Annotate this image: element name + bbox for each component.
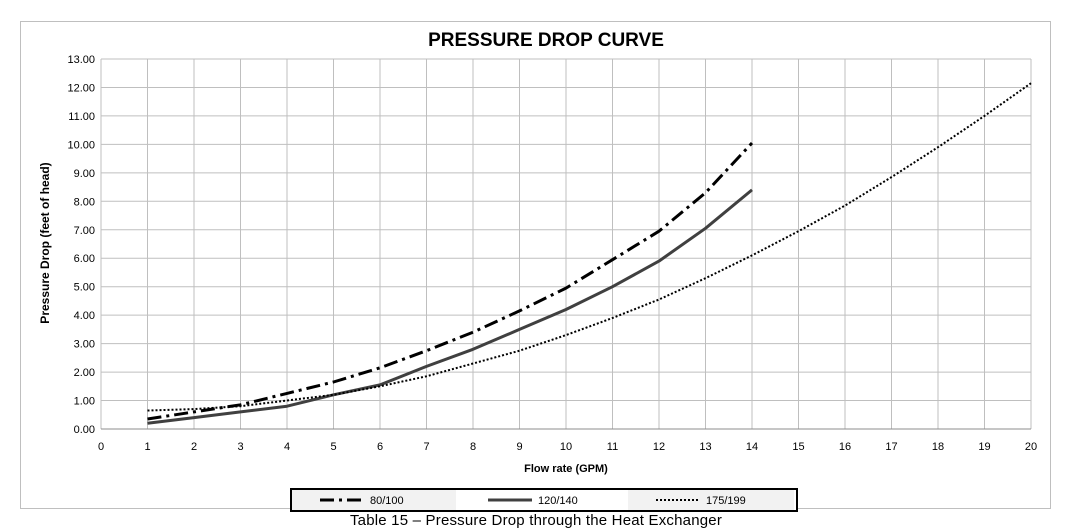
y-tick-label: 5.00 [74, 282, 95, 294]
y-tick-label: 6.00 [74, 253, 95, 265]
x-tick-label: 12 [653, 441, 665, 453]
series-line-175-199 [147, 82, 1032, 412]
x-tick-label: 20 [1025, 441, 1037, 453]
y-tick-label: 2.00 [74, 367, 95, 379]
legend-entry-bg [292, 490, 456, 510]
x-tick-label: 16 [839, 441, 851, 453]
chart-title: PRESSURE DROP CURVE [428, 30, 664, 51]
x-axis-label: Flow rate (GPM) [524, 463, 608, 475]
x-tick-label: 1 [144, 441, 150, 453]
x-tick-label: 17 [885, 441, 897, 453]
x-tick-label: 9 [516, 441, 522, 453]
x-tick-label: 4 [284, 441, 290, 453]
x-tick-label: 11 [607, 441, 618, 453]
y-tick-label: 11.00 [68, 111, 95, 123]
legend-label: 175/199 [706, 495, 746, 507]
x-tick-label: 18 [932, 441, 944, 453]
series-line-120-140 [147, 188, 753, 425]
x-tick-label: 19 [978, 441, 990, 453]
y-tick-label: 8.00 [74, 196, 95, 208]
legend: 80/100 120/140 175/199 [290, 488, 798, 512]
x-tick-label: 5 [330, 441, 336, 453]
x-tick-label: 3 [237, 441, 243, 453]
legend-entry-bg [628, 490, 794, 510]
x-tick-label: 6 [377, 441, 383, 453]
y-axis-label: Pressure Drop (feet of head) [38, 162, 52, 323]
y-tick-label: 0.00 [74, 424, 95, 436]
series-line-80-100 [147, 141, 754, 421]
chart-frame [20, 21, 1051, 509]
x-tick-label: 0 [98, 441, 104, 453]
series-lines [147, 82, 1032, 425]
grid [100, 58, 1032, 430]
y-tick-label: 9.00 [74, 168, 95, 180]
figure-caption: Table 15 – Pressure Drop through the Hea… [349, 512, 723, 529]
legend-label: 120/140 [538, 495, 578, 507]
y-tick-label: 3.00 [74, 339, 95, 351]
x-tick-label: 7 [423, 441, 429, 453]
y-tick-label: 4.00 [74, 310, 95, 322]
x-tick-label: 10 [560, 441, 572, 453]
x-tick-label: 15 [792, 441, 804, 453]
x-tick-label: 13 [699, 441, 711, 453]
tick-labels: 0.00 1.00 2.00 3.00 4.00 5.00 6.00 7.00 8.00 9.00… [67, 54, 1037, 453]
y-tick-label: 1.00 [74, 396, 95, 408]
y-tick-label: 7.00 [74, 225, 95, 237]
y-tick-label: 10.00 [67, 139, 95, 151]
x-tick-label: 14 [746, 441, 758, 453]
legend-entry-bg [460, 490, 624, 510]
x-tick-label: 8 [470, 441, 476, 453]
x-tick-label: 2 [191, 441, 197, 453]
y-tick-label: 12.00 [67, 82, 95, 94]
y-tick-label: 13.00 [67, 54, 95, 66]
legend-label: 80/100 [370, 495, 404, 507]
